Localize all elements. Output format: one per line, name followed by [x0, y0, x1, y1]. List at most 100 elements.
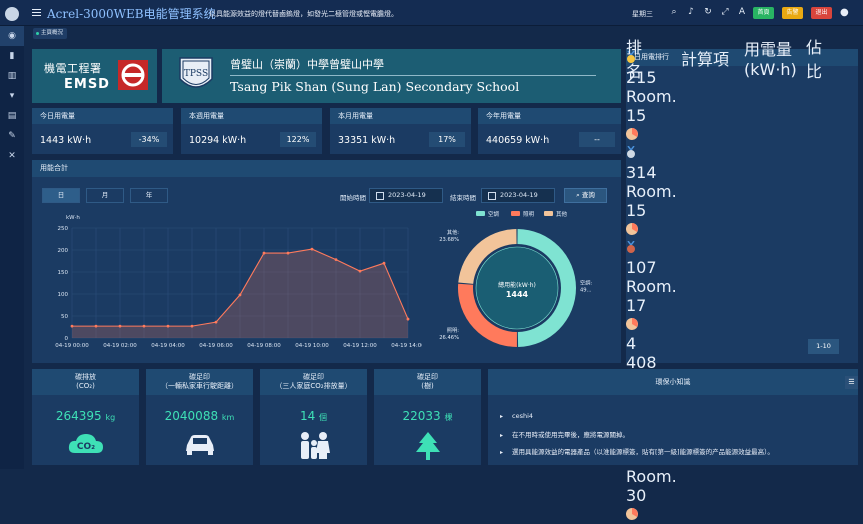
- breadcrumb-tag[interactable]: 主頁概況: [33, 28, 68, 39]
- data-point[interactable]: [190, 324, 194, 328]
- usage-cell: 15: [626, 106, 647, 125]
- sidebar-item-analysis[interactable]: ▥: [0, 66, 24, 86]
- share-pie-icon: [626, 505, 657, 524]
- sidebar-item-home[interactable]: ◉: [0, 26, 24, 46]
- legend-swatch: [544, 211, 553, 216]
- tab-month[interactable]: 月: [86, 188, 124, 203]
- table-row[interactable]: 314 Room. 15: [626, 144, 858, 239]
- sidebar-item-edit[interactable]: ✎: [0, 126, 24, 146]
- eco-unit: 棵: [444, 413, 453, 422]
- tab-day[interactable]: 日: [42, 188, 80, 203]
- stat-change: -34%: [131, 132, 167, 147]
- slice-label: 其他: 23.68%: [439, 228, 459, 243]
- eco-sub: （一輛私家車行駛距離）: [161, 382, 238, 390]
- eco-title: 碳足印: [417, 373, 438, 381]
- stat-label: 本週用電量: [181, 108, 322, 124]
- stat-value: 1443 kW·h: [40, 135, 92, 146]
- pager-button[interactable]: 1-10: [808, 339, 839, 354]
- stat-change: --: [579, 132, 615, 147]
- slice-label: 照明: 26.46%: [439, 327, 459, 341]
- energy-line-chart: kW·h 0 50 100 150 200 250 04-19 00:00 04-19 02:0…: [55, 215, 422, 349]
- font-icon[interactable]: A: [738, 7, 746, 17]
- user-icon[interactable]: ●: [840, 7, 849, 18]
- device-icon: ▾: [9, 91, 15, 101]
- data-point[interactable]: [238, 293, 242, 297]
- avatar[interactable]: [5, 7, 19, 21]
- stat-label: 今年用電量: [478, 108, 621, 124]
- legend-swatch: [476, 211, 485, 216]
- eco-sub: （三人家庭CO₂排放量）: [275, 382, 352, 390]
- y-tick-label: 150: [58, 270, 69, 276]
- emsd-en-name: EMSD: [64, 77, 110, 92]
- fullscreen-icon[interactable]: ⤢: [721, 7, 729, 17]
- ranking-header-cell: 用電量 (kW·h): [744, 40, 797, 79]
- alarm-button[interactable]: 告警: [782, 7, 803, 19]
- crest-text: TPSS: [184, 69, 208, 79]
- legend-label[interactable]: 照明: [523, 211, 535, 218]
- data-point[interactable]: [310, 247, 314, 251]
- sidebar-item-reports[interactable]: ▤: [0, 106, 24, 126]
- eco-card-car: 碳足印 （一輛私家車行駛距離） 2040088 km: [146, 369, 253, 465]
- eco-value: 264395: [55, 409, 102, 423]
- data-point[interactable]: [406, 317, 410, 321]
- data-point[interactable]: [94, 324, 98, 328]
- donut-slice[interactable]: [458, 283, 517, 347]
- end-date-input[interactable]: 2023-04-19: [481, 188, 555, 203]
- data-point[interactable]: [70, 324, 74, 328]
- tab-year[interactable]: 年: [130, 188, 168, 203]
- ranking-title: 日用電排行: [626, 49, 858, 66]
- side-toggle-icon[interactable]: ☰: [845, 376, 858, 389]
- ranking-header-cell: 排名: [626, 37, 643, 81]
- share-pie-icon: [626, 315, 657, 334]
- legend-label[interactable]: 其他: [556, 210, 568, 218]
- sidebar-item-settings[interactable]: ✕: [0, 146, 24, 166]
- family-icon: [300, 432, 330, 459]
- data-point[interactable]: [286, 251, 290, 255]
- eco-sub: (樹): [421, 382, 434, 390]
- eco-sub: (CO₂): [76, 382, 95, 390]
- data-point[interactable]: [142, 324, 146, 328]
- eco-unit: 個: [319, 413, 328, 422]
- globe-icon: ◉: [8, 31, 16, 41]
- donut-slice[interactable]: [517, 229, 577, 347]
- menu-icon[interactable]: [32, 9, 41, 16]
- donut-slice[interactable]: [458, 229, 517, 284]
- ranking-header-cell: 佔比: [806, 37, 823, 81]
- x-tick-label: 04-19 06:00: [199, 343, 233, 349]
- data-point[interactable]: [334, 258, 338, 262]
- tip-item: 選用具能源效益的電器產品（以淮能源標簽，貼有[第一級]能源標簽的产品能源效益最高…: [500, 446, 774, 456]
- refresh-icon[interactable]: ↻: [704, 7, 712, 17]
- eco-value: 14: [299, 409, 316, 423]
- data-point[interactable]: [382, 261, 386, 265]
- logout-button[interactable]: 退出: [811, 7, 832, 19]
- data-point[interactable]: [166, 324, 170, 328]
- data-point[interactable]: [358, 269, 362, 273]
- query-label: 查詢: [581, 191, 595, 199]
- legend-label[interactable]: 空調: [488, 210, 500, 218]
- table-row[interactable]: 107 Room. 17: [626, 239, 858, 334]
- emsd-cn-name: 機電工程署: [44, 62, 102, 75]
- start-date-input[interactable]: 2023-04-19: [369, 188, 443, 203]
- ranking-table: 排名 計算項 用電量 (kW·h) 佔比 215 Room. 15 314 Room. 15 1…: [626, 37, 858, 520]
- app-title: Acrel-3000WEB电能管理系统: [47, 7, 216, 21]
- data-point[interactable]: [262, 251, 266, 255]
- eco-card-family: 碳足印 （三人家庭CO₂排放量） 14 個: [260, 369, 367, 465]
- sound-icon[interactable]: ♪: [688, 7, 694, 17]
- table-row[interactable]: 215 Room. 15: [626, 49, 858, 144]
- search-icon[interactable]: ⌕: [671, 7, 677, 17]
- data-point[interactable]: [118, 324, 122, 328]
- query-button[interactable]: ⌕ 查詢: [564, 188, 607, 203]
- sidebar-item-stats[interactable]: ▮: [0, 46, 24, 66]
- y-tick-label: 200: [58, 248, 69, 254]
- divider: [230, 75, 596, 76]
- stat-card-month: 本月用電量 33351 kW·h 17%: [330, 108, 471, 154]
- chart-icon: ▥: [7, 71, 17, 81]
- home-button[interactable]: 首頁: [753, 7, 774, 19]
- legend-swatch: [511, 211, 520, 216]
- stat-card-year: 今年用電量 440659 kW·h --: [478, 108, 621, 154]
- bar-chart-icon: ▮: [9, 51, 15, 61]
- y-tick-label: 100: [58, 292, 69, 298]
- data-point[interactable]: [214, 320, 218, 324]
- sidebar-item-devices[interactable]: ▾: [0, 86, 24, 106]
- weekday: 星期三: [632, 10, 653, 18]
